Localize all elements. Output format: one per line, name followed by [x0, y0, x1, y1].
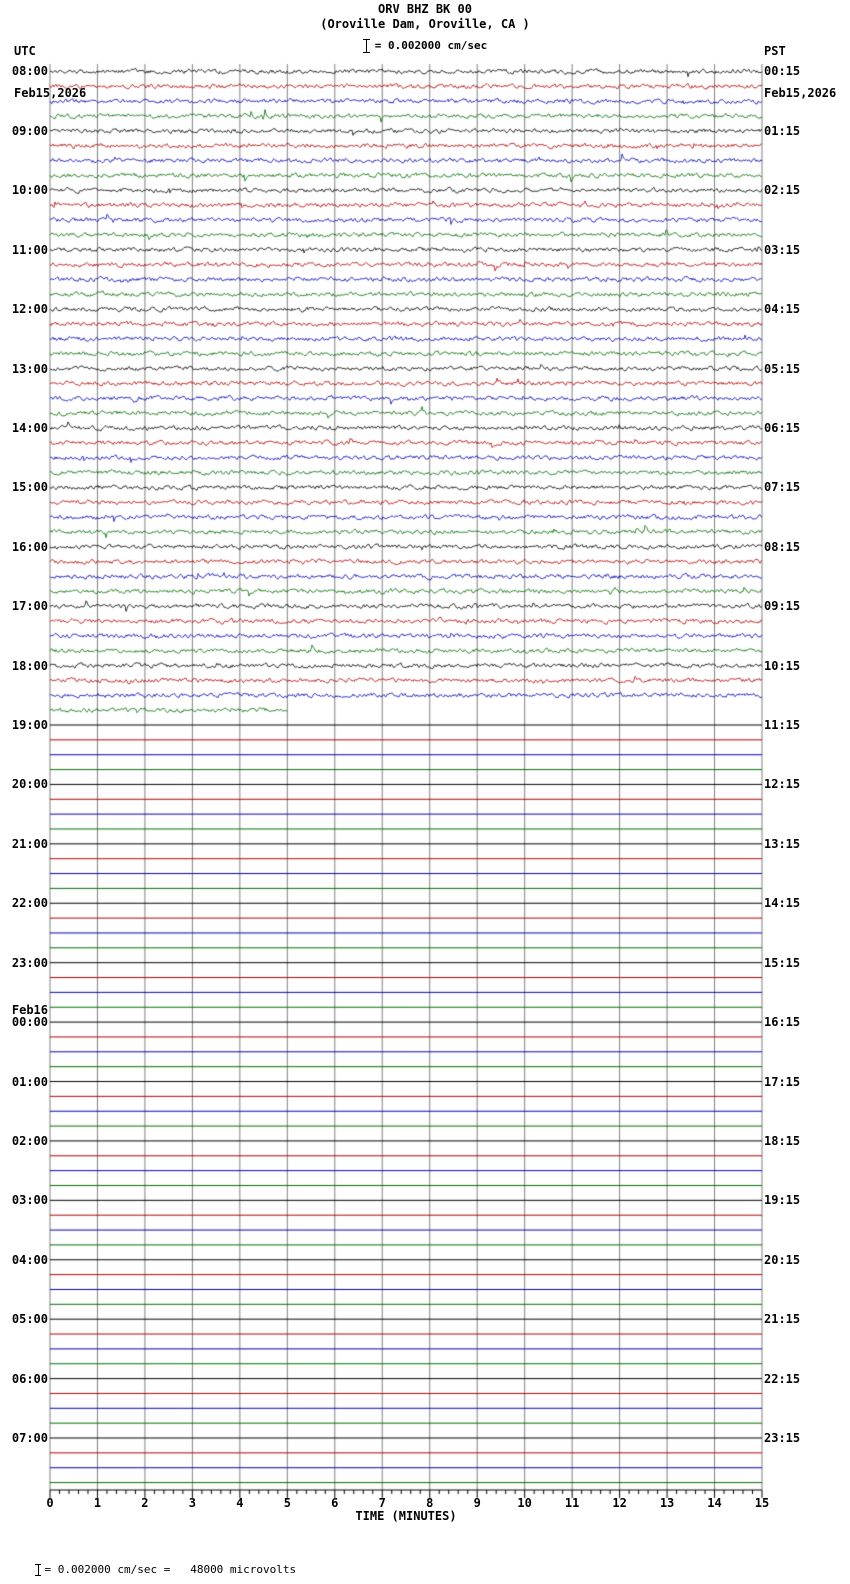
x-tick-label: 11 [564, 1496, 580, 1510]
pst-hour-label: 17:15 [764, 1074, 801, 1089]
x-tick-label: 4 [236, 1496, 244, 1510]
pst-hour-label: 22:15 [764, 1371, 801, 1386]
x-tick-label: 9 [473, 1496, 481, 1510]
pst-hour-label: 21:15 [764, 1312, 801, 1327]
footnote-text: = 0.002000 cm/sec = 48000 microvolts [44, 1563, 297, 1576]
pst-date: Feb15,2026 [764, 86, 837, 100]
utc-hour-label: 09:00 [11, 123, 48, 138]
pst-hour-label: 16:15 [764, 1015, 801, 1030]
pst-hour-label: 12:15 [764, 777, 801, 792]
x-tick-label: 7 [378, 1496, 386, 1510]
pst-hour-label: 04:15 [764, 302, 801, 317]
pst-hour-label: 00:15 [764, 64, 801, 79]
x-tick-label: 3 [188, 1496, 196, 1510]
utc-hour-label: 03:00 [11, 1193, 48, 1208]
x-tick-label: 10 [517, 1496, 532, 1510]
utc-hour-label: 16:00 [11, 539, 48, 554]
utc-hour-label: 01:00 [11, 1074, 48, 1089]
utc-hour-label: 08:00 [11, 64, 48, 79]
pst-hour-label: 19:15 [764, 1193, 801, 1208]
utc-hour-label: 22:00 [11, 896, 48, 911]
utc-hour-label: 17:00 [11, 599, 48, 614]
utc-hour-label: 13:00 [11, 361, 48, 376]
pst-hour-label: 18:15 [764, 1133, 801, 1148]
utc-hour-label: 05:00 [11, 1312, 48, 1327]
utc-hour-label: 10:00 [11, 183, 48, 198]
utc-hour-label: 23:00 [11, 955, 48, 970]
pst-hour-label: 06:15 [764, 420, 801, 435]
pst-hour-label: 05:15 [764, 361, 801, 376]
x-tick-label: 14 [707, 1496, 722, 1510]
x-tick-label: 5 [283, 1496, 291, 1510]
utc-hour-label: 20:00 [11, 777, 48, 792]
pst-hour-label: 11:15 [764, 718, 801, 732]
x-tick-label: 6 [331, 1496, 339, 1510]
pst-hour-label: 08:15 [764, 539, 801, 554]
page-subtitle: (Oroville Dam, Oroville, CA ) [320, 17, 530, 31]
x-tick-label: 8 [426, 1496, 434, 1510]
utc-hour-label: 18:00 [11, 658, 48, 673]
x-tick-label: 0 [46, 1496, 54, 1510]
utc-date: Feb15,2026 [14, 86, 87, 100]
pst-hour-label: 03:15 [764, 242, 801, 257]
amplitude-scale: = 0.002000 cm/sec [0, 39, 850, 53]
utc-hour-label: 00:00 [11, 1015, 48, 1030]
x-axis-title: TIME (MINUTES) [355, 1509, 457, 1523]
scale-bar-icon [362, 39, 370, 53]
x-tick-label: 12 [612, 1496, 627, 1510]
utc-hour-label: 21:00 [11, 836, 48, 851]
pst-hour-label: 23:15 [764, 1431, 801, 1445]
x-tick-label: 15 [754, 1496, 770, 1510]
utc-header: UTC Feb15,2026 [14, 16, 86, 128]
pst-hour-label: 20:15 [764, 1252, 801, 1267]
utc-hour-label: 06:00 [11, 1371, 48, 1386]
utc-hour-label: 12:00 [11, 302, 48, 317]
utc-hour-label: 02:00 [11, 1133, 48, 1148]
pst-header: PST Feb15,2026 [764, 16, 836, 128]
pst-timezone-label: PST [764, 44, 786, 58]
x-tick-label: 2 [141, 1496, 149, 1510]
page-title: ORV BHZ BK 00 [378, 2, 472, 16]
utc-hour-label: 19:00 [11, 718, 48, 732]
pst-hour-label: 07:15 [764, 480, 801, 495]
pst-hour-label: 10:15 [764, 658, 801, 673]
pst-hour-label: 14:15 [764, 896, 801, 911]
date-note: Feb16 [11, 1003, 48, 1018]
pst-hour-label: 02:15 [764, 183, 801, 198]
scale-text: = 0.002000 cm/sec [374, 39, 488, 52]
utc-hour-label: 15:00 [11, 480, 48, 495]
x-tick-label: 1 [93, 1496, 102, 1510]
utc-hour-label: 04:00 [11, 1252, 48, 1267]
pst-hour-label: 09:15 [764, 599, 801, 614]
pst-hour-label: 13:15 [764, 836, 801, 851]
pst-hour-label: 01:15 [764, 123, 801, 138]
utc-hour-label: 11:00 [11, 242, 48, 257]
utc-hour-label: 07:00 [11, 1431, 48, 1445]
footnote-scale-bar-icon [34, 1564, 41, 1576]
pst-hour-label: 15:15 [764, 955, 801, 970]
x-tick-label: 13 [659, 1496, 675, 1510]
utc-timezone-label: UTC [14, 44, 36, 58]
utc-hour-label: 14:00 [11, 420, 48, 435]
scale-footnote: = 0.002000 cm/sec = 48000 microvolts [8, 1550, 296, 1584]
